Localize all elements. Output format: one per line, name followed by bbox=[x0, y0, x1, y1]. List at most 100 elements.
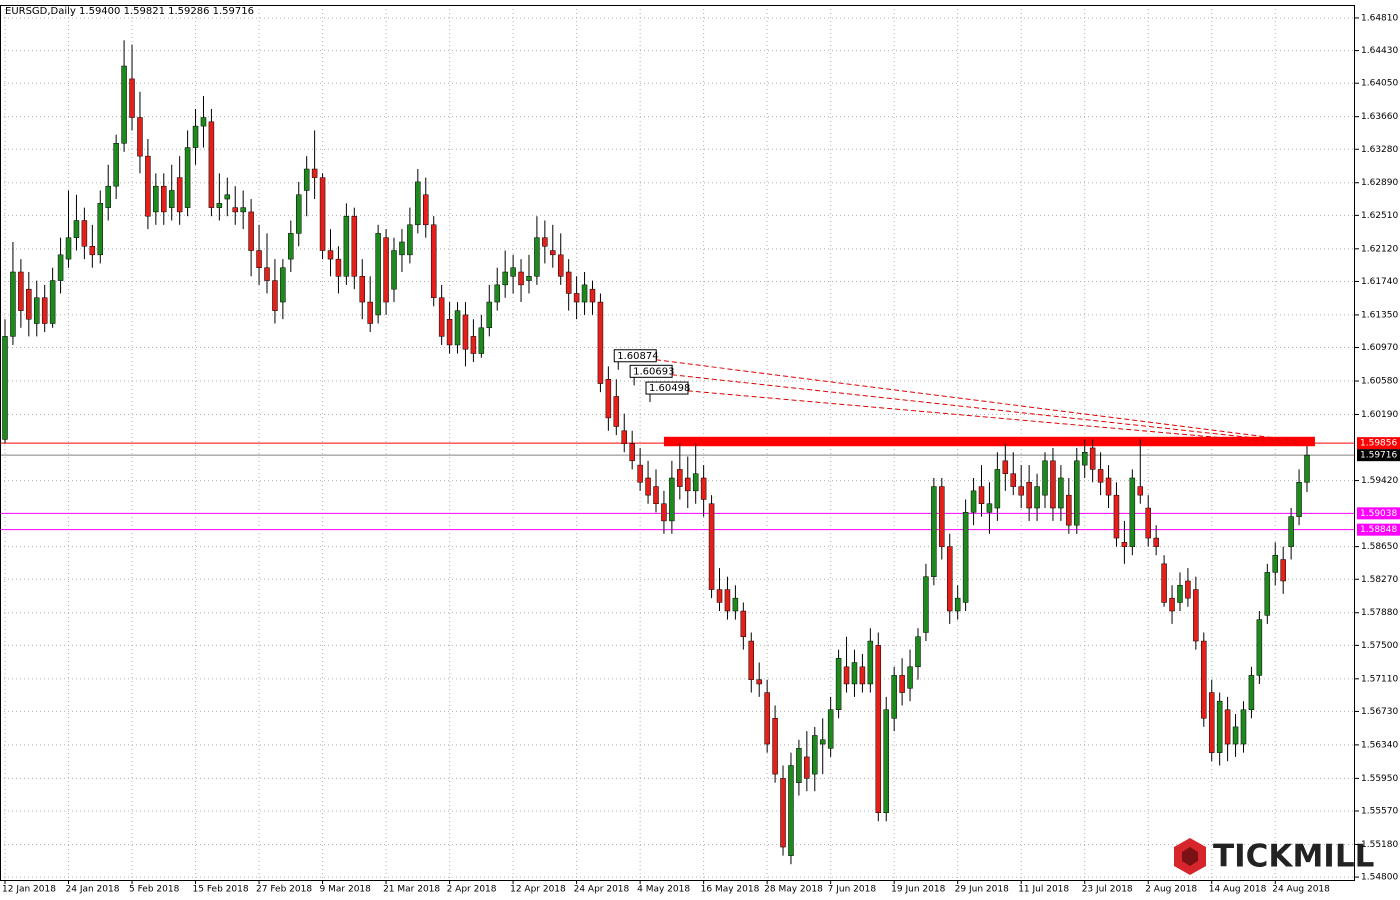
candle-body bbox=[581, 284, 588, 303]
x-tick-label: 4 May 2018 bbox=[637, 885, 690, 895]
candle-body bbox=[1074, 460, 1080, 526]
candle-body bbox=[685, 477, 691, 492]
candle-body bbox=[232, 207, 238, 213]
candle-body bbox=[1232, 726, 1239, 745]
trendline-label: 1.60874 bbox=[617, 351, 658, 362]
x-tick-label: 14 Aug 2018 bbox=[1209, 885, 1267, 895]
candle-body bbox=[1018, 486, 1024, 496]
candle-body bbox=[994, 469, 1001, 509]
y-tick-label: 1.59420 bbox=[1361, 476, 1398, 486]
candle-body bbox=[1121, 542, 1128, 547]
chart-title: EURSGD,Daily 1.59400 1.59821 1.59286 1.5… bbox=[5, 6, 254, 17]
candle-body bbox=[105, 185, 111, 208]
candle-body bbox=[1066, 494, 1072, 526]
y-tick-label: 1.56340 bbox=[1361, 740, 1398, 750]
y-tick-label: 1.62890 bbox=[1361, 178, 1398, 188]
candle-body bbox=[446, 318, 453, 346]
candle-body bbox=[986, 503, 993, 513]
y-tick-label: 1.61740 bbox=[1361, 277, 1398, 287]
y-tick-label: 1.60190 bbox=[1361, 410, 1398, 420]
price-label: 1.58848 bbox=[1360, 525, 1397, 535]
candle-body bbox=[192, 125, 199, 148]
candle-body bbox=[645, 477, 651, 496]
candle-body bbox=[168, 190, 175, 208]
candle-body bbox=[248, 211, 254, 251]
candle-body bbox=[1058, 477, 1064, 509]
candle-body bbox=[319, 177, 326, 251]
x-tick-label: 29 Jun 2018 bbox=[955, 885, 1009, 895]
candle-body bbox=[843, 666, 850, 685]
candle-body bbox=[383, 237, 389, 303]
candle-body bbox=[216, 203, 223, 208]
x-tick-label: 24 Apr 2018 bbox=[574, 885, 630, 895]
candle-body bbox=[907, 666, 913, 689]
candle-body bbox=[57, 254, 64, 281]
candle-body bbox=[597, 301, 604, 384]
candle-body bbox=[923, 576, 929, 633]
candle-body bbox=[653, 486, 659, 504]
x-tick-label: 15 Feb 2018 bbox=[193, 885, 249, 895]
candle-body bbox=[502, 271, 508, 286]
candle-body bbox=[430, 224, 437, 299]
x-tick-label: 11 Jul 2018 bbox=[1018, 885, 1069, 895]
candle-body bbox=[1026, 482, 1032, 509]
candle-body bbox=[494, 284, 500, 303]
plot-frame bbox=[0, 5, 1355, 881]
candle-body bbox=[184, 147, 191, 208]
candle-body bbox=[1113, 494, 1120, 539]
y-tick-label: 1.55180 bbox=[1361, 840, 1398, 850]
candle-body bbox=[1145, 507, 1151, 539]
candle-body bbox=[454, 310, 461, 346]
candle-body bbox=[423, 194, 429, 226]
candle-body bbox=[510, 267, 516, 277]
candle-body bbox=[1304, 454, 1310, 483]
candle-body bbox=[1185, 580, 1191, 599]
candle-body bbox=[788, 765, 794, 856]
candle-body bbox=[978, 486, 985, 504]
candle-body bbox=[526, 276, 532, 281]
candle-body bbox=[10, 271, 16, 337]
candle-body bbox=[891, 675, 897, 719]
y-tick-label: 1.58270 bbox=[1361, 575, 1398, 585]
y-tick-label: 1.58650 bbox=[1361, 542, 1398, 552]
y-tick-label: 1.64810 bbox=[1361, 13, 1398, 23]
candle-body bbox=[153, 185, 159, 213]
candle-body bbox=[18, 271, 24, 311]
candle-body bbox=[1042, 460, 1048, 496]
candle-body bbox=[121, 65, 127, 144]
candle-body bbox=[335, 258, 342, 277]
x-tick-label: 5 Feb 2018 bbox=[129, 885, 180, 895]
candle-body bbox=[1002, 460, 1009, 474]
price-label: 1.59856 bbox=[1360, 439, 1397, 449]
candle-body bbox=[240, 207, 246, 213]
candle-body bbox=[851, 662, 858, 685]
candle-body bbox=[224, 194, 231, 200]
candle-body bbox=[724, 589, 731, 612]
x-tick-label: 24 Jan 2018 bbox=[66, 885, 120, 895]
candle-body bbox=[407, 224, 413, 256]
candle-body bbox=[1153, 537, 1159, 547]
candle-body bbox=[399, 241, 405, 256]
candle-body bbox=[49, 280, 56, 324]
y-tick-label: 1.64430 bbox=[1361, 46, 1398, 56]
candle-body bbox=[200, 117, 207, 127]
candle-body bbox=[478, 327, 485, 354]
trendline bbox=[640, 370, 1300, 444]
candle-body bbox=[804, 756, 810, 779]
candle-body bbox=[589, 288, 596, 303]
candle-body bbox=[518, 271, 524, 286]
candle-body bbox=[827, 709, 834, 749]
candle-body bbox=[1105, 477, 1112, 496]
y-tick-label: 1.60970 bbox=[1361, 343, 1398, 353]
candle-body bbox=[812, 735, 818, 775]
candle-body bbox=[1288, 516, 1294, 547]
price-label: 1.59038 bbox=[1360, 509, 1397, 519]
price-label-box bbox=[1357, 449, 1400, 462]
candle-body bbox=[1169, 597, 1175, 612]
y-tick-label: 1.56730 bbox=[1361, 707, 1398, 717]
candle-body bbox=[939, 486, 945, 547]
candle-body bbox=[772, 718, 778, 775]
candle-body bbox=[1216, 700, 1223, 753]
candle-body bbox=[391, 250, 397, 290]
